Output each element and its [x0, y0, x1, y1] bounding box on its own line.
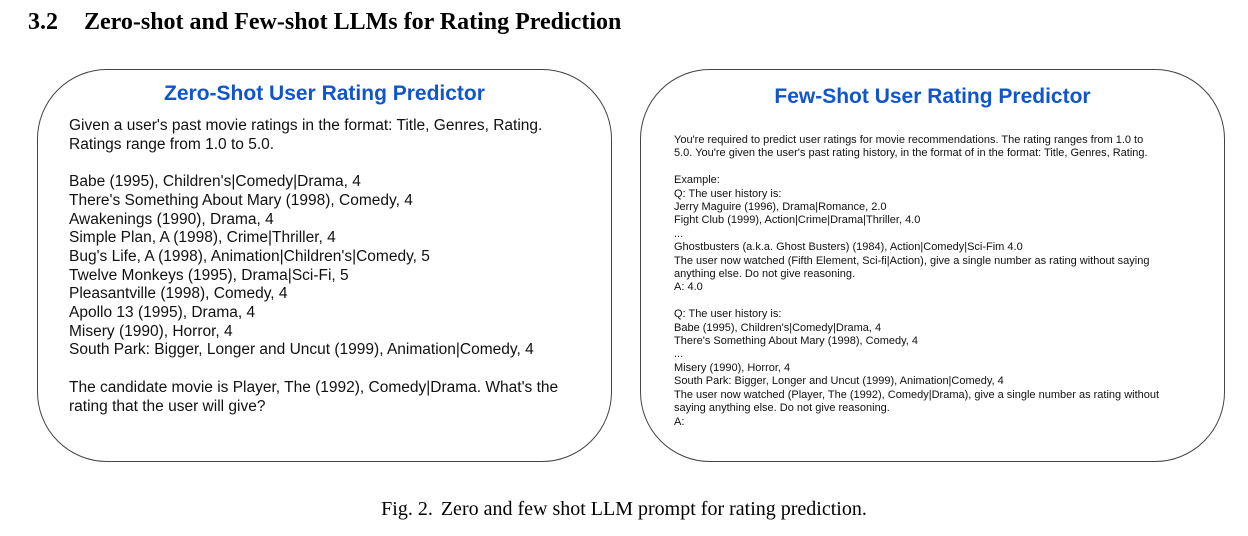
prompt-line: Misery (1990), Horror, 4 — [69, 322, 233, 340]
prompt-line: You're required to predict user ratings … — [674, 134, 1144, 146]
zero-shot-prompt: Given a user's past movie ratings in the… — [69, 117, 558, 416]
prompt-line: ... — [674, 227, 684, 240]
prompt-line: There's Something About Mary (1998), Com… — [69, 191, 413, 209]
prompt-line: A: 4.0 — [674, 281, 703, 294]
prompt-line: There's Something About Mary (1998), Com… — [674, 335, 919, 348]
prompt-line: Q: The user history is: — [674, 187, 782, 200]
prompt-line: The user now watched (Player, The (1992)… — [674, 388, 1160, 401]
prompt-line: The candidate movie is Player, The (1992… — [69, 378, 559, 396]
prompt-line: Awakenings (1990), Drama, 4 — [69, 210, 274, 228]
prompt-line: Ratings range from 1.0 to 5.0. — [69, 135, 275, 153]
few-shot-prompt: You're required to predict user ratings … — [674, 134, 1159, 429]
prompt-line: Babe (1995), Children's|Comedy|Drama, 4 — [674, 321, 882, 334]
prompt-line: Jerry Maguire (1996), Drama|Romance, 2.0 — [674, 201, 887, 214]
few-shot-title: Few-Shot User Rating Predictor — [774, 85, 1091, 108]
prompt-line: 5.0. You're given the user's past rating… — [674, 147, 1148, 160]
section-title: Zero-shot and Few-shot LLMs for Rating P… — [84, 9, 622, 35]
prompt-line: South Park: Bigger, Longer and Uncut (19… — [69, 341, 534, 359]
blank-line — [674, 295, 1159, 308]
prompt-line: Twelve Monkeys (1995), Drama|Sci-Fi, 5 — [69, 266, 349, 284]
prompt-line: Misery (1990), Horror, 4 — [674, 361, 791, 374]
few-shot-panel: Few-Shot User Rating Predictor You're re… — [640, 69, 1225, 462]
prompt-line: South Park: Bigger, Longer and Uncut (19… — [674, 375, 1004, 388]
zero-shot-panel: Zero-Shot User Rating Predictor Given a … — [37, 69, 612, 462]
figure-caption: Fig. 2. Zero and few shot LLM prompt for … — [0, 498, 1248, 521]
prompt-line: ... — [674, 348, 684, 361]
prompt-line: Example: — [674, 174, 720, 187]
prompt-line: A: — [674, 415, 685, 428]
prompt-line: The user now watched (Fifth Element, Sci… — [674, 254, 1150, 267]
caption-text: Zero and few shot LLM prompt for rating … — [440, 498, 867, 520]
blank-line — [69, 154, 558, 173]
blank-line — [69, 360, 558, 379]
zero-shot-title: Zero-Shot User Rating Predictor — [164, 82, 485, 105]
prompt-line: rating that the user will give? — [69, 397, 266, 415]
prompt-line: saying anything else. Do not give reason… — [674, 402, 890, 415]
prompt-line: Fight Club (1999), Action|Crime|Drama|Th… — [674, 214, 921, 227]
prompt-line: Babe (1995), Children's|Comedy|Drama, 4 — [69, 173, 361, 191]
figure-label: Fig. 2. — [381, 498, 433, 520]
prompt-line: Given a user's past movie ratings in the… — [69, 117, 543, 134]
prompt-line: Apollo 13 (1995), Drama, 4 — [69, 304, 256, 322]
prompt-line: anything else. Do not give reasoning. — [674, 268, 856, 281]
prompt-line: Simple Plan, A (1998), Crime|Thriller, 4 — [69, 229, 336, 247]
section-heading: 3.2 Zero-shot and Few-shot LLMs for Ratin… — [28, 9, 621, 36]
prompt-line: Bug's Life, A (1998), Animation|Children… — [69, 247, 430, 265]
section-number: 3.2 — [28, 9, 58, 35]
blank-line — [674, 161, 1159, 174]
prompt-line: Ghostbusters (a.k.a. Ghost Busters) (198… — [674, 241, 1023, 254]
prompt-line: Q: The user history is: — [674, 308, 782, 321]
prompt-line: Pleasantville (1998), Comedy, 4 — [69, 285, 288, 303]
